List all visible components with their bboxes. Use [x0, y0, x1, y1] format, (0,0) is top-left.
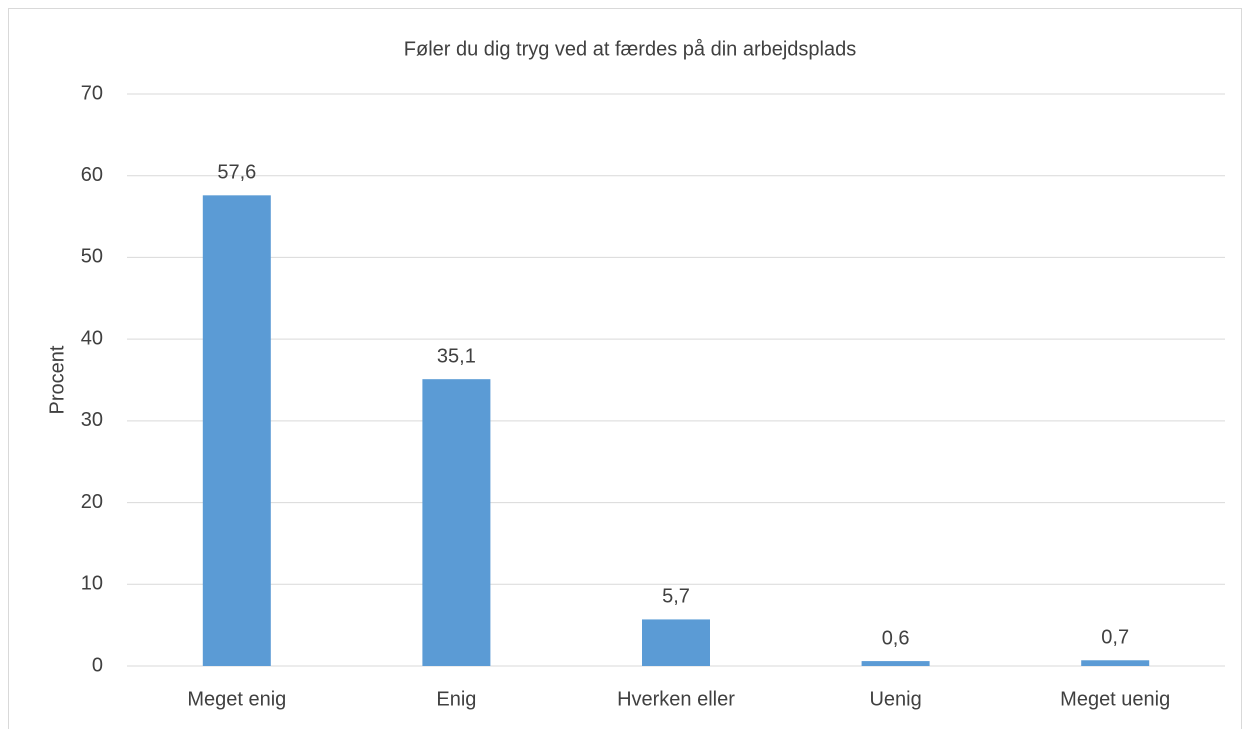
bar [202, 195, 271, 666]
y-tick-label: 50 [81, 246, 103, 268]
x-tick-label: Hverken eller [617, 688, 735, 710]
y-tick-label: 20 [81, 491, 103, 513]
y-tick-label: 30 [81, 409, 103, 431]
y-tick-label: 60 [81, 164, 103, 186]
data-label: 5,7 [662, 586, 690, 608]
bar [642, 619, 710, 666]
y-tick-label: 70 [81, 82, 103, 104]
data-label: 0,7 [1101, 627, 1129, 649]
y-tick-label: 40 [81, 327, 103, 349]
chart-frame [8, 8, 1242, 729]
chart-title: Føler du dig tryg ved at færdes på din a… [404, 38, 856, 60]
x-tick-label: Meget uenig [1060, 688, 1170, 710]
x-tick-label: Enig [436, 688, 476, 710]
x-tick-label: Meget enig [187, 688, 286, 710]
y-tick-label: 10 [81, 573, 103, 595]
data-label: 57,6 [217, 162, 256, 184]
bar [422, 379, 491, 666]
bar [861, 661, 930, 666]
x-tick-label: Uenig [869, 688, 921, 710]
data-label: 35,1 [437, 345, 476, 367]
bar [1081, 660, 1150, 666]
y-tick-label: 0 [92, 654, 103, 676]
data-label: 0,6 [882, 627, 910, 649]
y-axis-label: Procent [46, 345, 68, 414]
